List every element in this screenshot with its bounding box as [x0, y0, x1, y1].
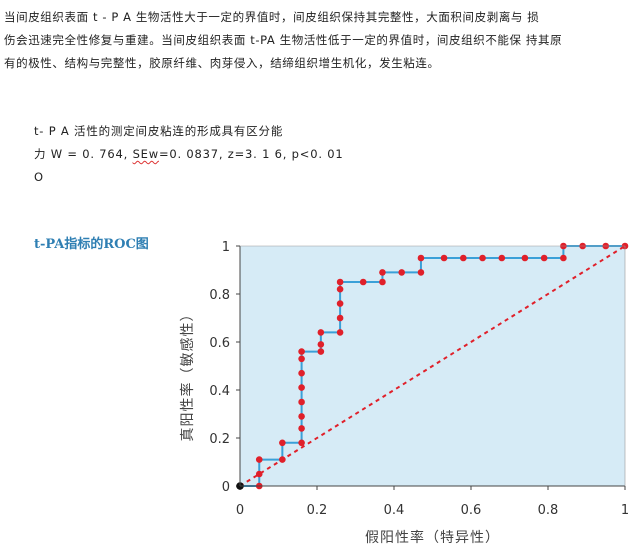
stats-line-2-suffix: =0. 0837, z=3. 1 6, p<0. 01 — [158, 147, 344, 161]
roc-point — [540, 254, 548, 262]
spellcheck-word: SEw — [132, 147, 159, 161]
x-tick-label: 0.4 — [384, 503, 405, 518]
x-axis-label: 假阳性率（特异性） — [365, 529, 500, 546]
roc-point — [317, 348, 325, 355]
roc-point — [298, 369, 305, 377]
y-tick-label: 1 — [222, 240, 230, 255]
y-tick-label: 0.4 — [209, 384, 230, 399]
roc-point — [336, 314, 344, 322]
body-paragraph: 当间皮组织表面 t - P A 生物活性大于一定的界值时，间皮组织保持其完整性，… — [4, 6, 632, 75]
paragraph-line-1: 当间皮组织表面 t - P A 生物活性大于一定的界值时，间皮组织保持其完整性，… — [4, 10, 540, 24]
roc-point — [317, 341, 325, 348]
roc-point — [279, 456, 286, 463]
y-tick-label: 0.8 — [209, 288, 230, 303]
y-tick-label: 0.6 — [209, 336, 230, 351]
roc-point — [298, 413, 305, 420]
y-axis-label: 真阳性率（敏感性） — [179, 307, 196, 442]
stats-line-1: t- P A 活性的测定间皮粘连的形成具有区分能 — [34, 124, 284, 138]
roc-point — [359, 278, 367, 286]
roc-point — [460, 254, 467, 262]
roc-point — [560, 254, 567, 262]
roc-point — [298, 384, 305, 391]
roc-point — [417, 254, 425, 262]
roc-point — [298, 355, 305, 363]
x-tick-label: 0.2 — [307, 503, 328, 518]
stats-line-2: 力 W = 0. 764, SEw=0. 0837, z=3. 1 6, p<0… — [34, 143, 454, 166]
roc-point — [398, 269, 406, 276]
roc-point — [521, 254, 529, 262]
paragraph-line-3: 有的极性、结构与完整性，胶原纤维、肉芽侵入，结缔组织增生机化，发生粘连。 — [4, 56, 440, 70]
roc-point — [379, 269, 386, 276]
roc-point — [336, 278, 344, 286]
roc-point — [298, 348, 305, 355]
roc-point — [255, 456, 263, 463]
roc-point — [255, 470, 263, 478]
stats-line-2-prefix: 力 W = 0. 764, — [34, 147, 133, 161]
roc-point — [336, 329, 344, 336]
stats-line-3: O — [34, 170, 44, 184]
x-tick-label: 0.6 — [461, 503, 482, 518]
x-tick-label: 1 — [621, 503, 629, 518]
roc-point — [298, 439, 305, 447]
roc-point — [317, 329, 325, 336]
roc-point — [440, 254, 448, 262]
y-tick-label: 0.2 — [209, 432, 230, 447]
roc-point — [498, 254, 506, 262]
roc-point — [417, 269, 425, 276]
reference-diagonal — [239, 245, 626, 487]
roc-point — [336, 300, 344, 307]
statistics-paragraph: t- P A 活性的测定间皮粘连的形成具有区分能 力 W = 0. 764, S… — [34, 120, 454, 189]
chart-title: t-PA指标的ROC图 — [34, 237, 149, 252]
roc-point — [279, 439, 286, 447]
roc-point — [379, 278, 386, 286]
x-tick-label: 0 — [236, 503, 244, 518]
roc-point — [479, 254, 486, 262]
paragraph-line-2: 伤会迅速完全性修复与重建。当间皮组织表面 t-PA 生物活性低于一定的界值时，间… — [4, 33, 563, 47]
roc-point — [298, 425, 305, 432]
roc-point — [336, 285, 344, 293]
roc-point — [298, 398, 305, 406]
y-tick-label: 0 — [222, 480, 230, 495]
x-tick-label: 0.8 — [538, 503, 559, 518]
